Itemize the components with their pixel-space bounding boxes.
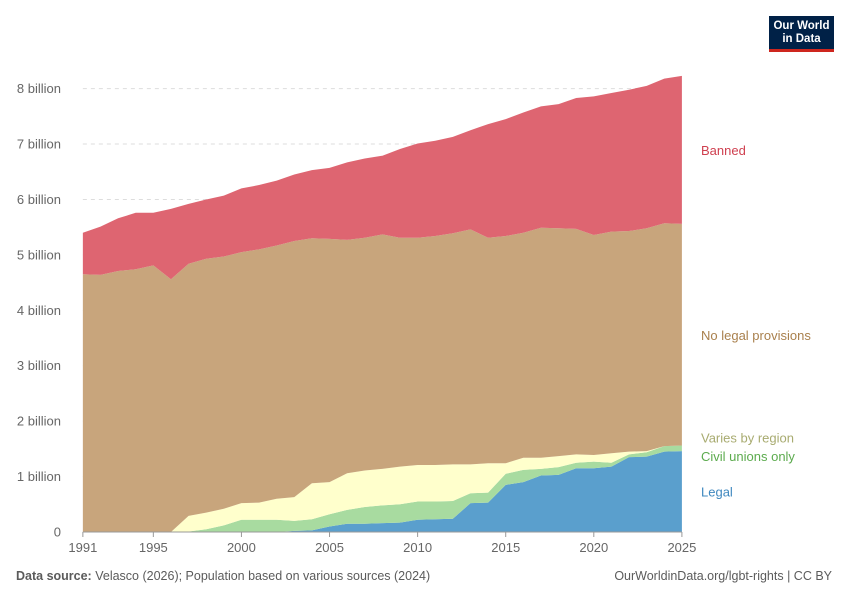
y-axis: 0 1 billion 2 billion 3 billion 4 billion 5 b…: [17, 81, 61, 539]
x-tick-label: 1991: [68, 540, 97, 555]
x-tick-label: 2010: [403, 540, 432, 555]
y-tick-label: 7 billion: [17, 137, 61, 152]
y-tick-label: 6 billion: [17, 192, 61, 207]
series-label-legal: Legal: [701, 485, 733, 500]
x-tick-label: 2015: [491, 540, 520, 555]
area-civil[interactable]: [82, 445, 682, 532]
data-source-text: Velasco (2026); Population based on vari…: [95, 569, 431, 583]
area-legal[interactable]: [82, 451, 682, 532]
data-source-label: Data source:: [16, 569, 92, 583]
y-tick-label: 4 billion: [17, 303, 61, 318]
series-label-banned: Banned: [701, 143, 746, 158]
logo-line-1: Our World: [773, 20, 830, 32]
logo-line-2: in Data: [782, 33, 821, 45]
owid-logo[interactable]: Our World in Data: [769, 16, 834, 52]
area-none[interactable]: [82, 223, 682, 533]
y-tick-label: 3 billion: [17, 358, 61, 373]
x-tick-label: 2000: [227, 540, 256, 555]
area-series: [82, 75, 682, 533]
x-axis: 1991 1995 2000 2005 2010 2015 2020 2025: [68, 531, 696, 555]
x-tick-label: 2005: [315, 540, 344, 555]
y-tick-label: 0: [54, 525, 61, 540]
series-labels: Legal Civil unions only Varies by region No…: [701, 143, 811, 499]
y-tick-label: 8 billion: [17, 81, 61, 96]
area-banned[interactable]: [82, 75, 682, 280]
data-source: Data source: Velasco (2026); Population …: [16, 569, 430, 583]
area-varies[interactable]: [82, 445, 682, 532]
series-label-none: No legal provisions: [701, 328, 811, 343]
x-tick-label: 1995: [139, 540, 168, 555]
series-label-varies: Varies by region: [701, 430, 794, 445]
y-tick-label: 5 billion: [17, 247, 61, 262]
y-tick-label: 1 billion: [17, 469, 61, 484]
series-label-civil: Civil unions only: [701, 449, 795, 464]
source-url-link[interactable]: OurWorldinData.org/lgbt-rights | CC BY: [614, 569, 832, 583]
x-tick-label: 2020: [579, 540, 608, 555]
x-tick-label: 2025: [667, 540, 696, 555]
y-tick-label: 2 billion: [17, 414, 61, 429]
